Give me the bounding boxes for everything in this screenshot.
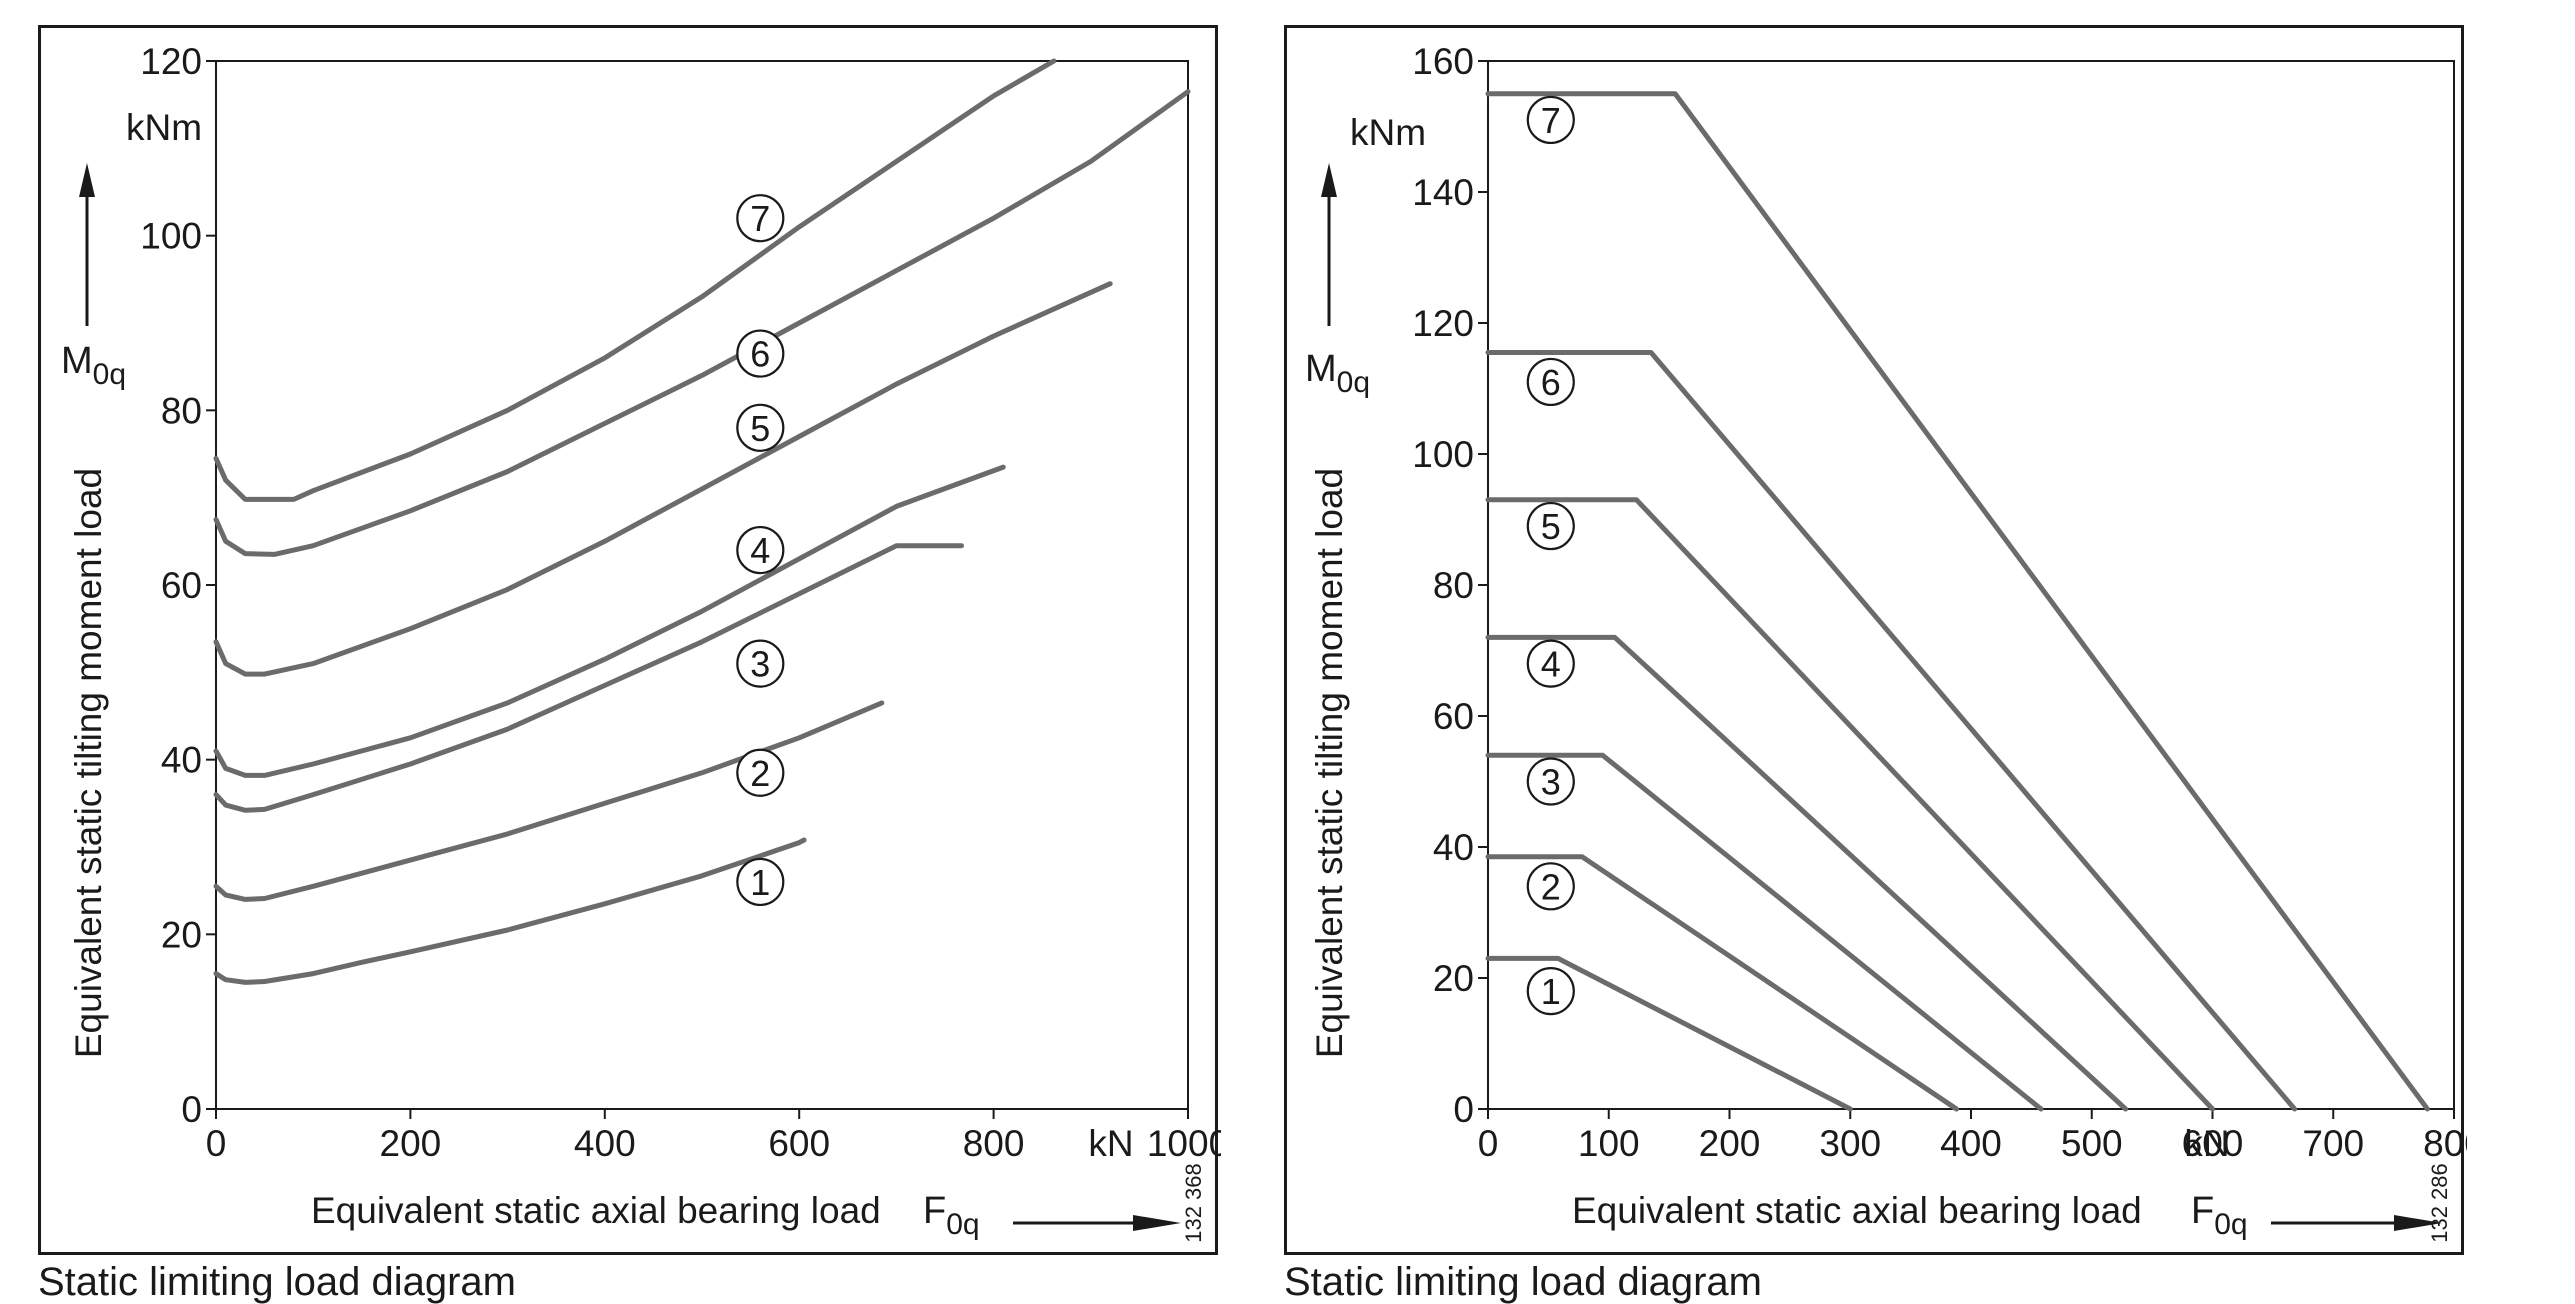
series-marker-6-right — [1526, 357, 1575, 407]
plot-area-left — [215, 60, 1189, 1110]
series-line-2-right — [1485, 854, 1959, 1112]
x-tick-label-right: 0 — [1478, 1123, 1499, 1164]
x-tick-label-left: 1000 — [1147, 1123, 1221, 1164]
y-tick-label-right: 80 — [1433, 565, 1474, 606]
series-line-2-left — [213, 700, 885, 902]
series-label-5-left: 5 — [750, 408, 770, 449]
series-label-2-left: 2 — [750, 753, 770, 794]
x-tick-label-right: 200 — [1699, 1123, 1761, 1164]
series-marker-4-right — [1526, 639, 1575, 688]
y-tick-label-left: 20 — [161, 914, 202, 955]
x-tick-label-left: 0 — [206, 1123, 227, 1164]
series-line-5-right — [1485, 497, 2215, 1112]
series-label-3-right: 3 — [1541, 762, 1561, 803]
y-tick-label-left: 0 — [181, 1089, 202, 1130]
series-marker-3-left — [736, 639, 785, 688]
y-tick-label-right: 160 — [1412, 41, 1474, 82]
y-tick-label-right: 20 — [1433, 958, 1474, 999]
y-tick-label-right: 140 — [1412, 172, 1474, 213]
x-unit-left: kN — [1088, 1123, 1133, 1164]
x-symbol-left: F0q — [923, 1190, 980, 1241]
series-marker-2-left — [736, 748, 785, 797]
y-tick-label-left: 40 — [161, 740, 202, 781]
series-marker-2-right — [1526, 862, 1575, 911]
x-tick-label-left: 400 — [574, 1123, 636, 1164]
y-tick-label-left: 80 — [161, 390, 202, 431]
x-tick-label-right: 800 — [2423, 1123, 2467, 1164]
series-label-1-left: 1 — [750, 862, 770, 903]
series-label-1-right: 1 — [1541, 971, 1561, 1012]
x-tick-label-right: 300 — [1819, 1123, 1881, 1164]
y-tick-label-right: 100 — [1412, 434, 1474, 475]
series-label-5-right: 5 — [1541, 506, 1561, 547]
x-tick-label-right: 500 — [2061, 1123, 2123, 1164]
series-marker-4-left — [736, 525, 785, 575]
series-label-7-right: 7 — [1541, 100, 1561, 141]
series-label-7-left: 7 — [750, 198, 770, 239]
x-axis-arrowhead-left — [1133, 1215, 1181, 1231]
series-marker-7-left — [736, 194, 785, 243]
x-tick-label-right: 700 — [2302, 1123, 2364, 1164]
chart-left: 0 200 400 600 800 1000 0 20 40 60 80 100 120 kN kNm M0q… — [61, 41, 1221, 1243]
chart-caption-right: Static limiting load diagram — [1284, 1260, 1762, 1304]
y-symbol-right: M0q — [1305, 348, 1370, 399]
series-line-1-right — [1485, 955, 1853, 1112]
x-tick-label-left: 600 — [768, 1123, 830, 1164]
series-marker-3-right — [1526, 757, 1575, 806]
x-axis-arrowhead-right — [2394, 1215, 2442, 1231]
chart-right: 0 100 200 300 400 500 600 700 800 0 20 40 60 80 100 120… — [1305, 41, 2467, 1243]
x-tick-label-right: 600 — [2182, 1123, 2244, 1164]
x-tick-label-right: 100 — [1578, 1123, 1640, 1164]
chart-panel-right: 0 100 200 300 400 500 600 700 800 0 20 40 60 80 100 120… — [1284, 25, 2467, 1255]
y-tick-label-left: 100 — [140, 216, 202, 257]
figure-code-left: 132 368 — [1181, 1163, 1206, 1243]
y-unit-left: kNm — [126, 107, 202, 148]
series-line-1-left — [213, 837, 807, 985]
x-tick-label-left: 800 — [963, 1123, 1025, 1164]
series-marker-7-right — [1526, 95, 1575, 145]
y-axis-arrowhead-left — [79, 163, 95, 197]
series-label-4-right: 4 — [1541, 644, 1561, 685]
chart-caption-left: Static limiting load diagram — [38, 1260, 516, 1304]
series-marker-6-left — [736, 329, 785, 378]
y-tick-label-right: 60 — [1433, 696, 1474, 737]
figure-code-right: 132 286 — [2427, 1163, 2452, 1243]
y-tick-label-right: 0 — [1453, 1089, 1474, 1130]
x-axis-label-right: Equivalent static axial bearing load — [1572, 1190, 2142, 1231]
series-line-4-right — [1485, 634, 2129, 1112]
x-symbol-right: F0q — [2191, 1190, 2248, 1241]
series-line-4-left — [213, 464, 1006, 778]
series-line-6-right — [1485, 350, 2298, 1112]
y-unit-right: kNm — [1350, 112, 1426, 153]
y-axis-arrowhead-right — [1321, 163, 1337, 197]
series-line-3-right — [1485, 752, 2044, 1112]
y-tick-label-right: 120 — [1412, 303, 1474, 344]
series-marker-1-right — [1526, 966, 1575, 1016]
y-axis-label-left: Equivalent static tilting moment load — [68, 468, 109, 1058]
x-unit-right: kN — [2184, 1123, 2229, 1164]
series-marker-5-right — [1526, 501, 1575, 551]
series-label-3-left: 3 — [750, 644, 770, 685]
y-symbol-left: M0q — [61, 340, 126, 391]
y-tick-label-left: 120 — [140, 41, 202, 82]
series-line-6-left — [213, 89, 1191, 557]
y-tick-label-right: 40 — [1433, 827, 1474, 868]
series-line-3-left — [213, 543, 964, 813]
series-marker-1-left — [736, 857, 785, 907]
series-label-6-left: 6 — [750, 334, 770, 375]
y-axis-label-right: Equivalent static tilting moment load — [1309, 468, 1350, 1058]
x-tick-label-left: 200 — [380, 1123, 442, 1164]
series-line-5-left — [213, 281, 1113, 677]
series-line-7-right — [1485, 91, 2430, 1112]
series-label-4-left: 4 — [750, 530, 770, 571]
series-label-2-right: 2 — [1541, 866, 1561, 907]
x-tick-label-right: 400 — [1940, 1123, 2002, 1164]
y-tick-label-left: 60 — [161, 565, 202, 606]
series-line-7-left — [213, 58, 1057, 502]
series-marker-5-left — [736, 403, 785, 452]
series-label-6-right: 6 — [1541, 362, 1561, 403]
chart-panel-left: 0 200 400 600 800 1000 0 20 40 60 80 100 120 kN kNm M0q… — [38, 25, 1221, 1255]
x-axis-label-left: Equivalent static axial bearing load — [311, 1190, 881, 1231]
